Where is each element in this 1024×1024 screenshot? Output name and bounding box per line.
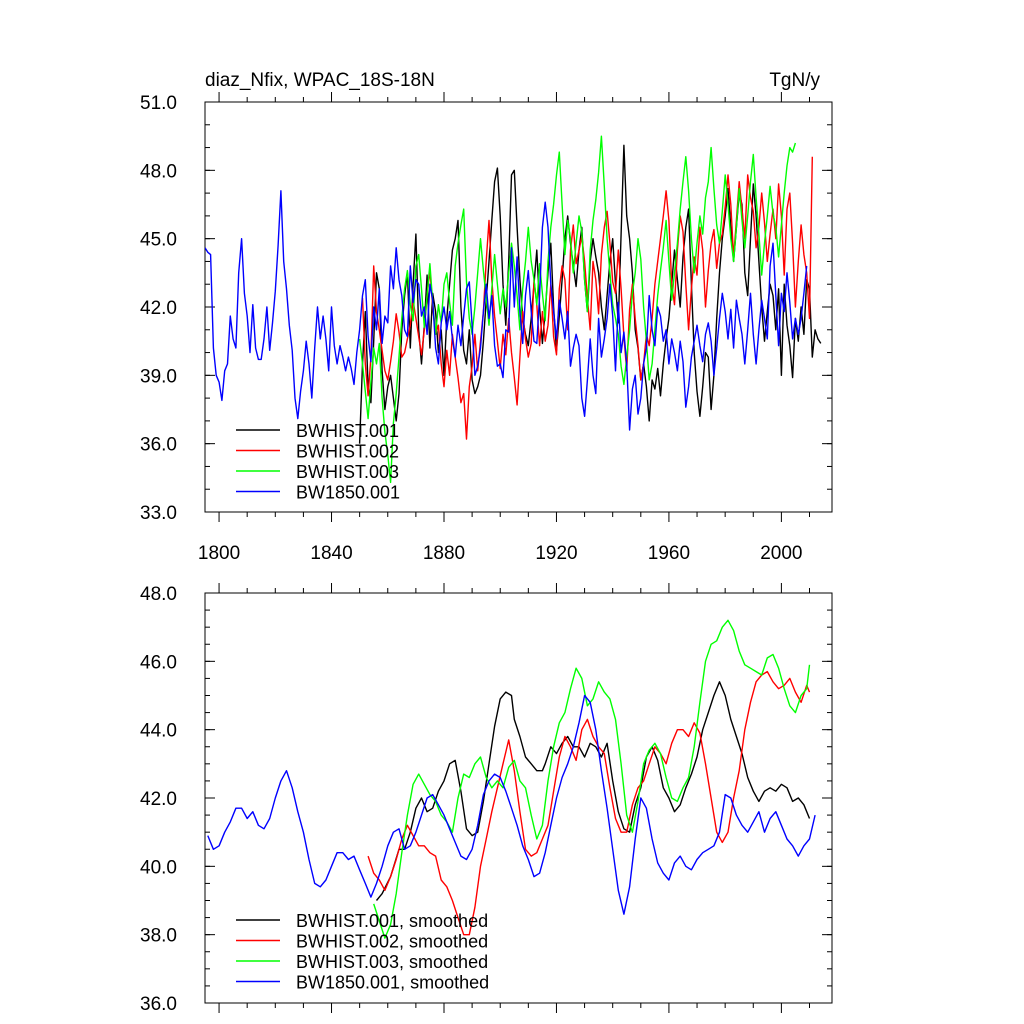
y-tick-label: 42.0 (140, 298, 177, 319)
y-tick-label: 48.0 (140, 161, 177, 182)
bottom-panel-smoothed-series: 36.0 38.0 40.0 42.0 44.0 46.0 48.0 BWHIST.001, … (140, 583, 833, 1015)
x-tick-label: 2000 (760, 543, 802, 564)
series-line-bwhist-003-smoothed (373, 619, 811, 939)
y-tick-label: 40.0 (140, 857, 177, 878)
series-line-bwhist-001-smoothed (375, 681, 811, 901)
units-label: TgN/y (769, 70, 820, 91)
y-tick-label: 45.0 (140, 230, 177, 251)
y-tick-label: 48.0 (140, 584, 177, 605)
y-tick-label: 38.0 (140, 926, 177, 947)
top-panel-raw-series: 1800 1840 1880 1920 1960 2000 33.0 36.0 39.0 42.0… (140, 92, 833, 564)
y-tick-label: 39.0 (140, 366, 177, 387)
x-tick-label: 1920 (535, 543, 577, 564)
chart-title: diaz_Nfix, WPAC_18S-18N (205, 70, 435, 91)
legend-label: BWHIST.001, smoothed (296, 911, 488, 931)
legend-label: BWHIST.001 (296, 421, 399, 441)
x-tick-label: 1880 (423, 543, 465, 564)
legend-label: BWHIST.002 (296, 442, 399, 462)
series-line-bw1850-001-smoothed (207, 694, 816, 915)
x-tick-label: 1800 (198, 543, 240, 564)
y-tick-label: 42.0 (140, 789, 177, 810)
y-tick-label: 36.0 (140, 994, 177, 1015)
legend-label: BW1850.001 (296, 483, 400, 503)
series-line-bwhist-002-smoothed (367, 670, 811, 936)
y-tick-label: 33.0 (140, 503, 177, 524)
series-line-bw1850-001 (205, 190, 808, 431)
x-tick-label: 1960 (648, 543, 690, 564)
legend-label: BWHIST.002, smoothed (296, 932, 488, 952)
legend-label: BW1850.001, smoothed (296, 973, 489, 993)
legend-label: BWHIST.003 (296, 462, 399, 482)
x-tick-label: 1840 (310, 543, 352, 564)
y-tick-label: 44.0 (140, 721, 177, 742)
y-tick-label: 46.0 (140, 652, 177, 673)
y-tick-label: 36.0 (140, 435, 177, 456)
y-tick-label: 51.0 (140, 93, 177, 114)
legend-label: BWHIST.003, smoothed (296, 952, 488, 972)
